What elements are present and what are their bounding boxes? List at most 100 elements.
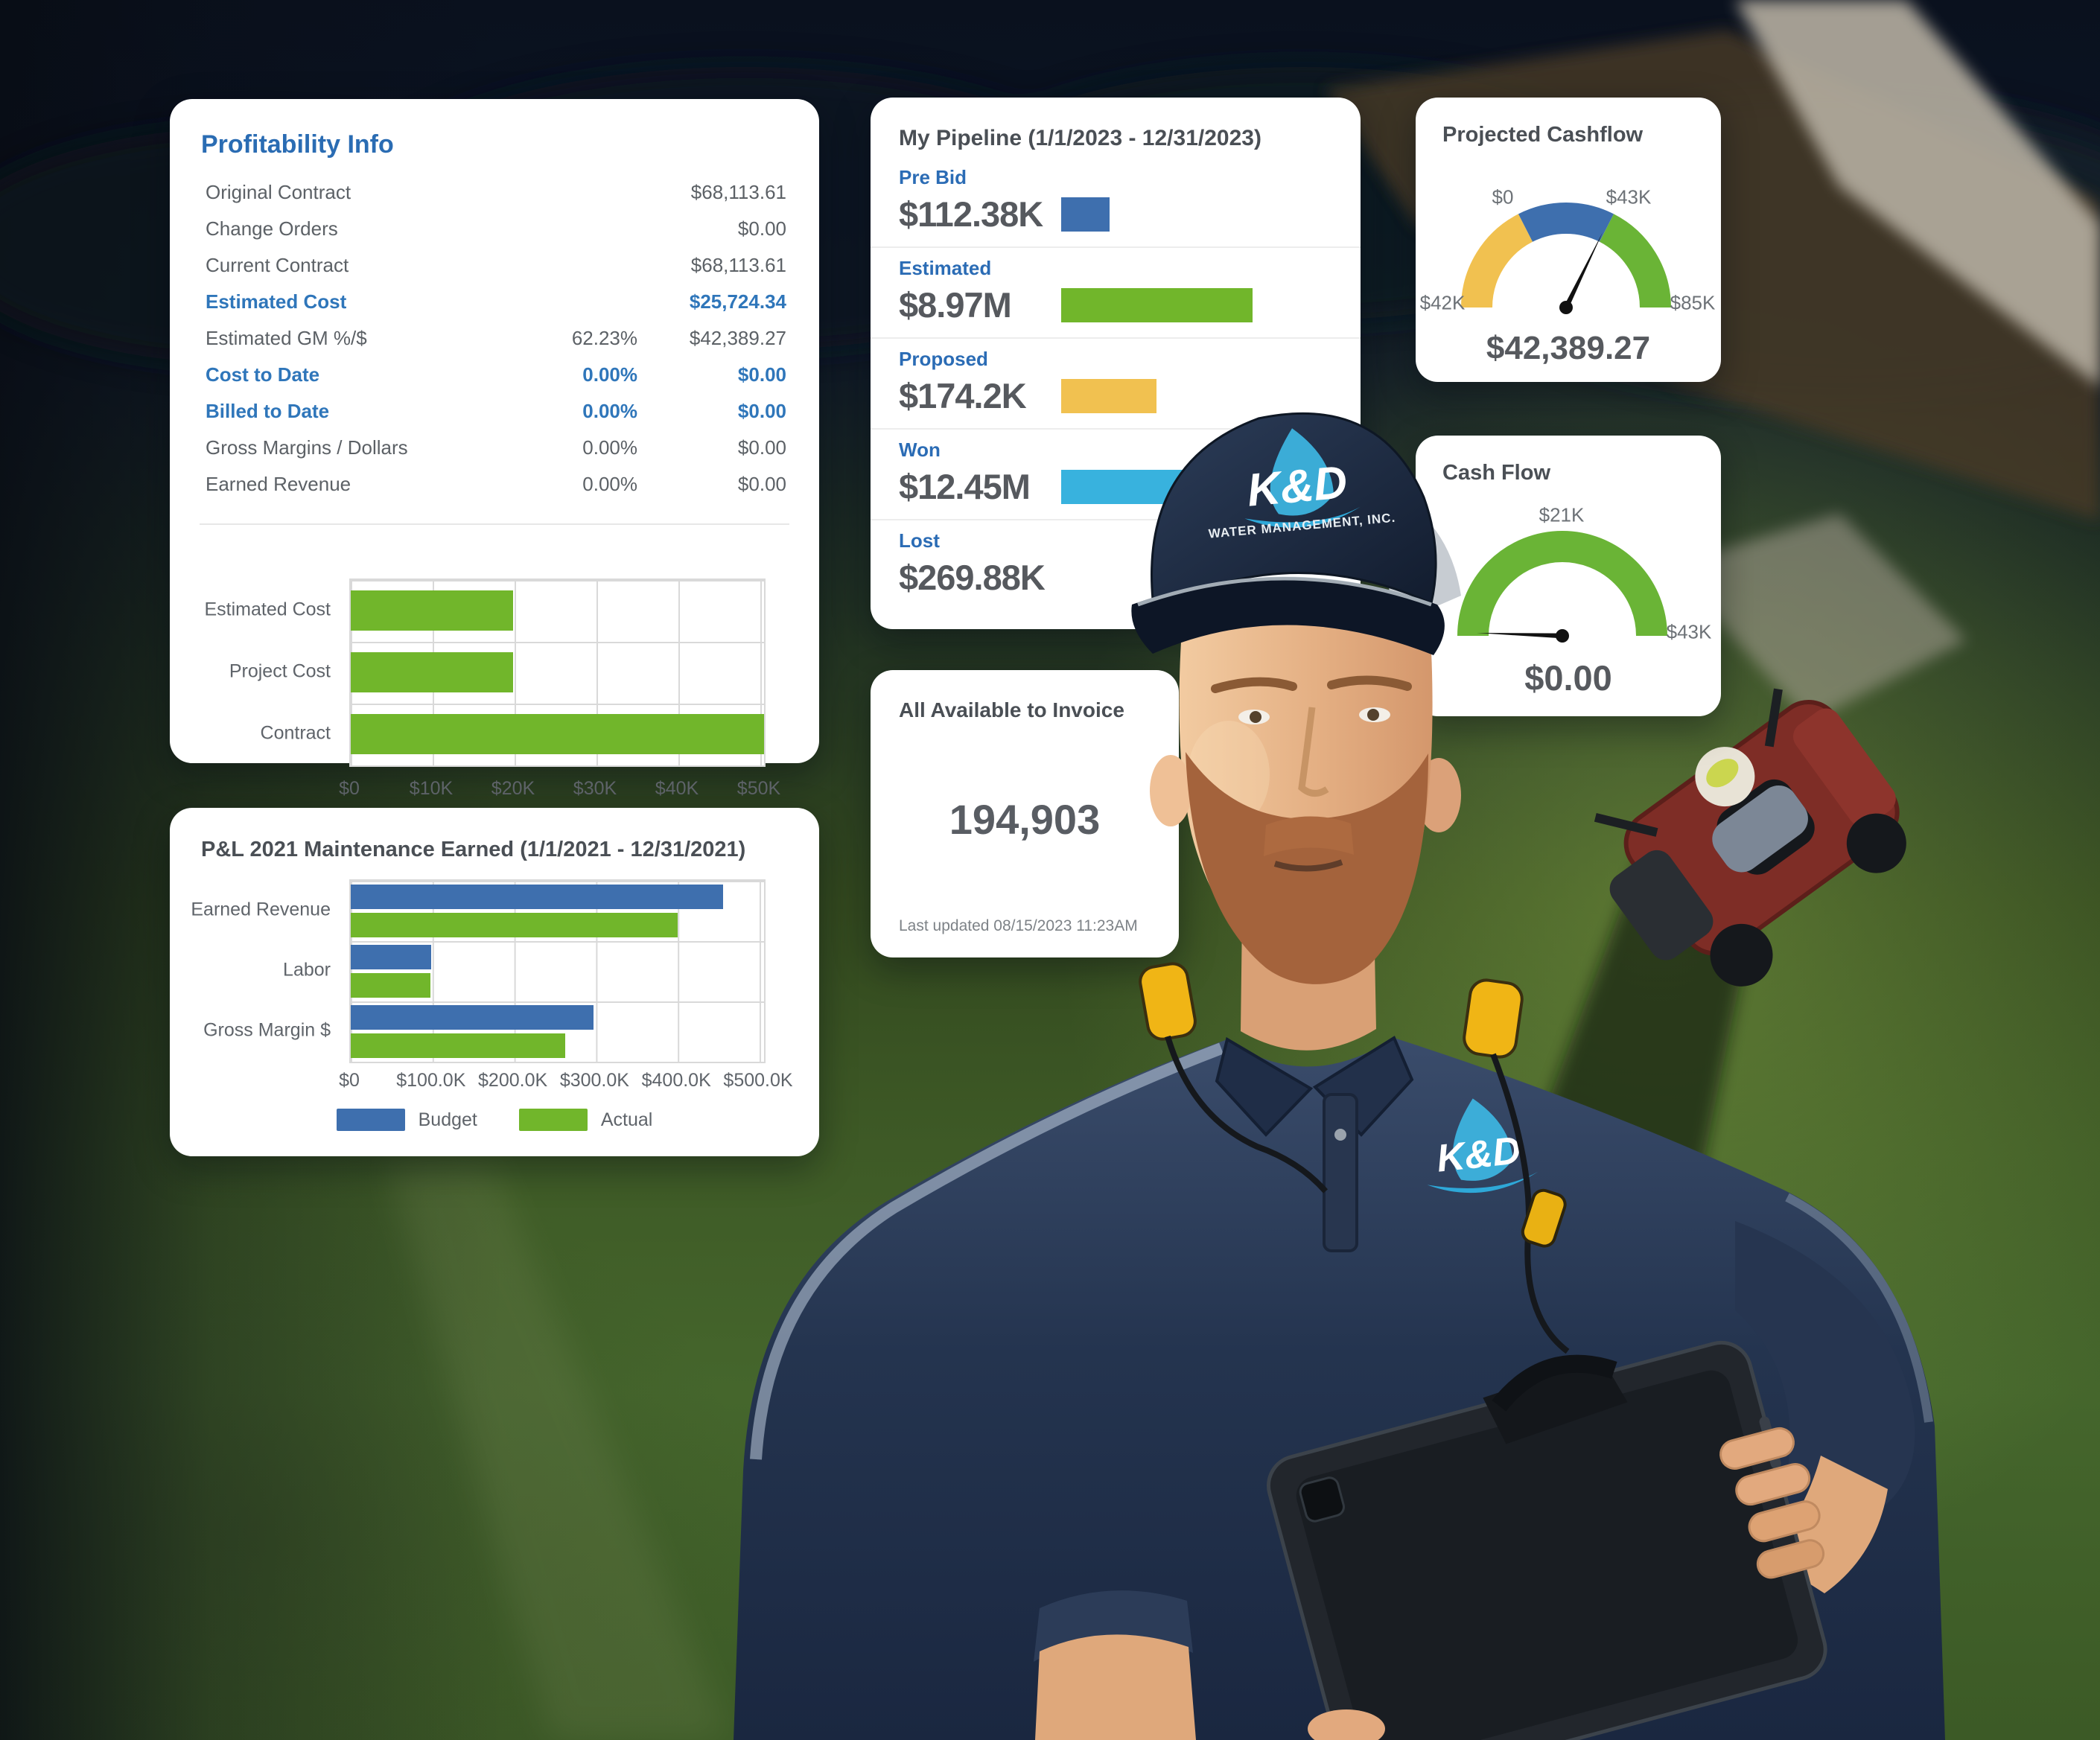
divider [200, 523, 789, 525]
row-percent: 0.00% [582, 436, 637, 459]
row-percent: 0.00% [582, 473, 637, 495]
pipeline-stage: Pre Bid $112.38K [871, 157, 1361, 246]
chart-bar-budget [351, 1005, 594, 1030]
chart-category-label: Project Cost [229, 660, 331, 681]
pipeline-stage-row: $12.45M [899, 466, 1334, 507]
row-value: $68,113.61 [690, 181, 786, 203]
pipeline-stage-bar [1061, 287, 1253, 322]
pipeline-stage-label: Pre Bid [899, 166, 967, 188]
cash-flow-gauge [1457, 531, 1667, 643]
pnl-chart-plot [349, 879, 766, 1063]
row-label: Change Orders [206, 217, 338, 240]
invoice-card: All Available to Invoice 194,903 Last up… [871, 670, 1179, 957]
gauge-pivot [1556, 629, 1569, 643]
cash-flow-title: Cash Flow [1442, 461, 1551, 485]
row-value: $0.00 [737, 217, 786, 240]
axis-tick-label: $10K [409, 778, 454, 799]
gauge-label-zero: $0 [1492, 185, 1514, 208]
projected-cashflow-card: Projected Cashflow $42K $0 $43K $85K $42… [1416, 98, 1721, 382]
invoice-title: All Available to Invoice [899, 698, 1124, 721]
pipeline-stage-row: $112.38K [899, 194, 1334, 235]
pnl-title: P&L 2021 Maintenance Earned (1/1/2021 - … [201, 838, 746, 861]
pipeline-stage-bar [1061, 197, 1110, 232]
chart-bar-actual [351, 1033, 565, 1058]
row-label: Cost to Date [206, 363, 320, 386]
profitability-row: Current Contract $68,113.61 [170, 247, 819, 284]
axis-tick-label: $0 [339, 1070, 360, 1091]
profitability-row: Gross Margins / Dollars 0.00% $0.00 [170, 430, 819, 466]
gauge-label-min: $42K [1419, 291, 1466, 314]
walk-path [1735, 0, 2100, 387]
gauge-segment-blue [1518, 203, 1614, 243]
row-label: Estimated Cost [206, 290, 347, 313]
invoice-amount: 194,903 [949, 796, 1101, 843]
profitability-title: Profitability Info [201, 130, 394, 159]
chart-bar-actual [351, 913, 678, 937]
pnl-chart-axis: $0 $100.0K $200.0K $300.0K $400.0K $500.0K [339, 1070, 792, 1092]
row-label: Current Contract [206, 254, 349, 276]
row-label: Billed to Date [206, 400, 330, 422]
axis-tick-label: $100.0K [396, 1070, 466, 1091]
pipeline-stage-label: Proposed [899, 348, 988, 370]
profitability-row: Estimated GM %/$ 62.23% $42,389.27 [170, 320, 819, 357]
gauge-label-mid: $21K [1539, 503, 1585, 526]
gauge-needle [1563, 232, 1603, 309]
pipeline-stage-row: $174.2K [899, 375, 1334, 416]
mower [1594, 688, 1906, 987]
projected-cashflow-gauge [1461, 203, 1671, 314]
mow-trail [387, 1161, 730, 1740]
profitability-row: Estimated Cost $25,724.34 [170, 284, 819, 320]
chart-category-label: Gross Margin $ [203, 1019, 331, 1040]
row-value: $0.00 [737, 473, 786, 495]
pipeline-stage-bar [1061, 378, 1156, 413]
legend-label: Actual [600, 1109, 653, 1130]
profitability-row: Change Orders $0.00 [170, 211, 819, 247]
chart-bar [351, 714, 764, 754]
legend-item-budget: Budget [336, 1109, 477, 1131]
profit-chart-plot [349, 579, 766, 767]
pipeline-stage-value: $269.88K [899, 558, 1046, 597]
axis-tick-label: $20K [491, 778, 535, 799]
row-label: Gross Margins / Dollars [206, 436, 408, 459]
dirt-strip [782, 1221, 1177, 1740]
legend-label: Budget [418, 1109, 477, 1130]
row-percent: 0.00% [582, 363, 637, 386]
pipeline-stage-value: $112.38K [899, 194, 1043, 234]
chart-bar [351, 590, 514, 631]
row-percent: 0.00% [582, 400, 637, 422]
pipeline-stage-value: $174.2K [899, 376, 1027, 415]
legend-swatch [336, 1109, 405, 1131]
pipeline-stage: Estimated $8.97M [871, 246, 1361, 337]
pipeline-stage-label: Lost [899, 529, 940, 552]
axis-tick-label: $0 [339, 778, 360, 799]
pipeline-stage: Won $12.45M [871, 428, 1361, 519]
pipeline-stage: Proposed $174.2K [871, 337, 1361, 428]
row-value: $0.00 [737, 363, 786, 386]
axis-tick-label: $500.0K [723, 1070, 793, 1091]
pipeline-stage-label: Estimated [899, 257, 992, 279]
chart-category-label: Labor [283, 959, 331, 980]
chart-category-label: Estimated Cost [204, 599, 331, 619]
axis-tick-label: $400.0K [641, 1070, 711, 1091]
gauge-needle [1477, 633, 1562, 639]
row-value: $42,389.27 [689, 327, 786, 349]
axis-tick-label: $300.0K [559, 1070, 629, 1091]
profitability-row: Original Contract $68,113.61 [170, 174, 819, 211]
pipeline-stage-label: Won [899, 439, 941, 461]
row-label: Estimated GM %/$ [206, 327, 367, 349]
gauge-segment-yellow [1461, 214, 1533, 308]
gauge-label-max: $85K [1670, 291, 1716, 314]
gauge-label-max: $43K [1666, 620, 1712, 643]
profit-chart-axis: $0 $10K $20K $30K $40K $50K [339, 778, 780, 800]
axis-tick-label: $30K [573, 778, 617, 799]
gauge-segment-green [1457, 531, 1667, 637]
pipeline-stage-row: $8.97M [899, 284, 1334, 325]
row-percent: 62.23% [571, 327, 637, 349]
pipeline-stage-bar [1061, 469, 1215, 504]
legend-item-actual: Actual [518, 1109, 653, 1131]
chart-bar-budget [351, 885, 723, 909]
cash-flow-card: Cash Flow $21K $43K $0.00 [1416, 436, 1721, 716]
pipeline-stage-list: Pre Bid $112.38K Estimated $8.97M Proposed $1… [871, 157, 1361, 610]
chart-category-label: Earned Revenue [191, 899, 331, 920]
